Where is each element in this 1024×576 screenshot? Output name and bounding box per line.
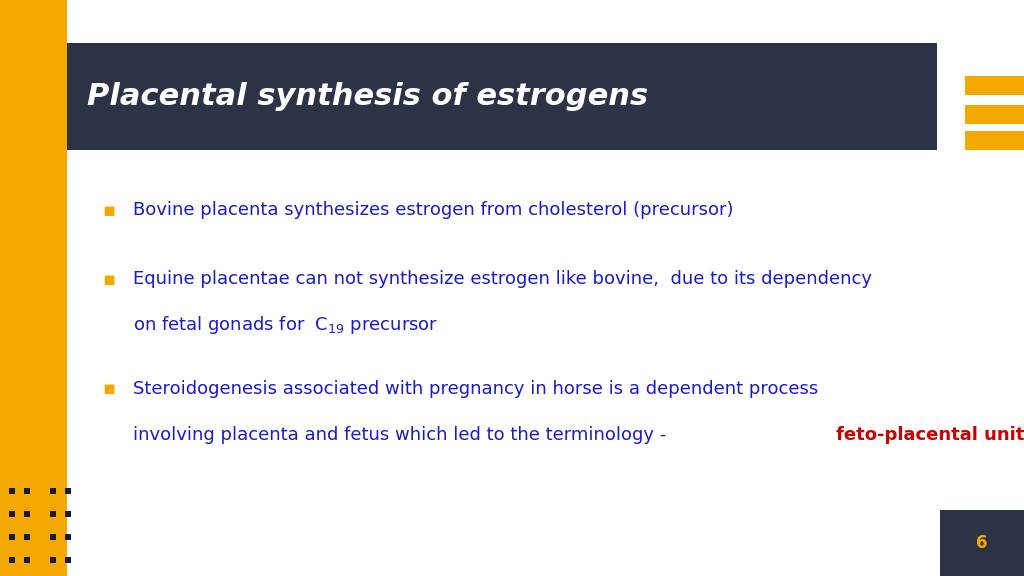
Text: ▪: ▪ bbox=[102, 270, 116, 289]
Text: Placental synthesis of estrogens: Placental synthesis of estrogens bbox=[87, 82, 648, 111]
Text: 6: 6 bbox=[976, 534, 988, 552]
Bar bbox=[965, 131, 1024, 150]
Bar bbox=[940, 510, 1024, 576]
Text: ▪: ▪ bbox=[102, 380, 116, 398]
Bar bbox=[0, 131, 33, 150]
Bar bbox=[0, 0, 67, 576]
Text: feto-placental unit: feto-placental unit bbox=[836, 426, 1024, 444]
Text: ▪: ▪ bbox=[102, 201, 116, 219]
Text: involving placenta and fetus which led to the terminology -: involving placenta and fetus which led t… bbox=[133, 426, 678, 444]
Text: Steroidogenesis associated with pregnancy in horse is a dependent process: Steroidogenesis associated with pregnanc… bbox=[133, 380, 818, 398]
Bar bbox=[67, 43, 937, 150]
Bar bbox=[0, 76, 33, 95]
Bar bbox=[965, 105, 1024, 124]
Bar bbox=[0, 105, 33, 124]
Bar bbox=[965, 76, 1024, 95]
Text: Equine placentae can not synthesize estrogen like bovine,  due to its dependency: Equine placentae can not synthesize estr… bbox=[133, 270, 872, 289]
Text: on fetal gonads for  $\mathregular{C_{19}}$ precursor: on fetal gonads for $\mathregular{C_{19}… bbox=[133, 314, 438, 336]
Text: Bovine placenta synthesizes estrogen from cholesterol (precursor): Bovine placenta synthesizes estrogen fro… bbox=[133, 201, 733, 219]
